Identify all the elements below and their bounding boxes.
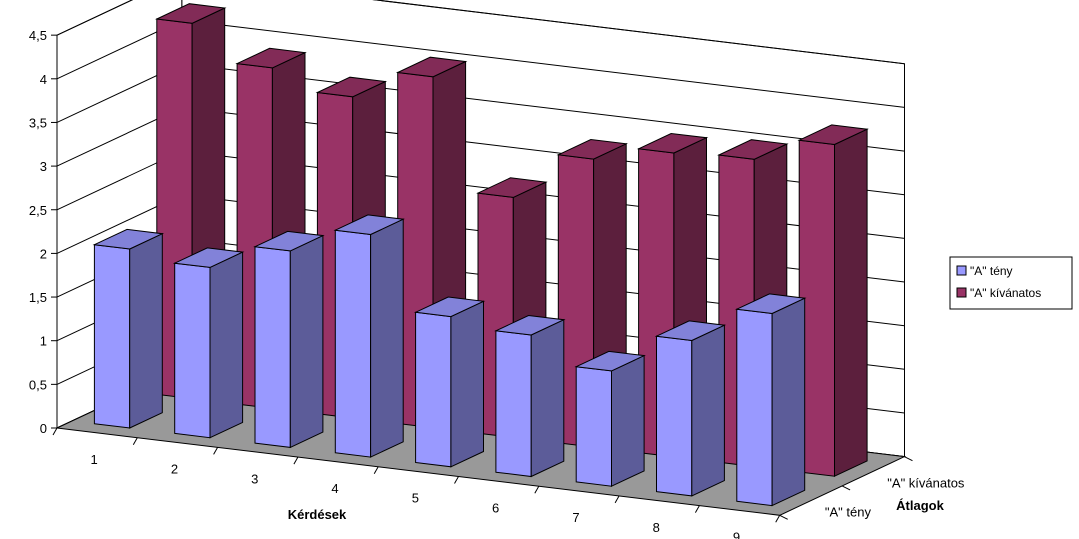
x-tick-label: 9 bbox=[733, 529, 740, 539]
bar-top-face bbox=[797, 124, 869, 146]
x-tick-label: 8 bbox=[653, 520, 660, 535]
x-tick-mark bbox=[293, 456, 299, 465]
bar-top-face bbox=[735, 293, 807, 315]
bar-side-face bbox=[209, 251, 244, 439]
bar-tény-6 bbox=[494, 314, 566, 478]
bar-side-face bbox=[771, 297, 806, 507]
bar-tény-3 bbox=[253, 230, 325, 449]
depth-tick-mark bbox=[904, 456, 913, 462]
bar-side-face bbox=[289, 234, 324, 449]
y-tick-label: 4 bbox=[40, 72, 47, 87]
depth-tick-mark bbox=[841, 485, 851, 491]
x-tick-mark bbox=[614, 495, 620, 504]
bar-front-face bbox=[93, 244, 131, 429]
y-tick-label: 0,5 bbox=[29, 377, 47, 392]
bar-front-face bbox=[334, 229, 372, 458]
x-tick-mark bbox=[454, 476, 459, 484]
bar-side-face bbox=[611, 354, 645, 487]
bar-top-face bbox=[494, 314, 566, 336]
x-axis-ticks: 1 2 3 4 5 6 7 8 9 bbox=[52, 427, 781, 539]
depth-tick-mark bbox=[779, 514, 788, 520]
y-axis-ticks: 0 0,5 1 1,5 2 2,5 3 3,5 4 4,5 bbox=[29, 28, 57, 436]
bar-front-face bbox=[575, 366, 612, 487]
bar-tény-9 bbox=[735, 293, 807, 507]
legend-label-tény: "A" tény bbox=[970, 264, 1013, 278]
x-tick-label: 7 bbox=[572, 510, 579, 525]
x-tick-mark bbox=[694, 505, 700, 513]
bar-front-face bbox=[254, 246, 291, 448]
bar-front-face bbox=[415, 311, 452, 468]
x-tick-label: 1 bbox=[91, 452, 98, 467]
bar-front-face bbox=[495, 330, 532, 478]
bar-side-face bbox=[370, 218, 404, 458]
bar-top-face bbox=[413, 296, 486, 318]
bar-top-face bbox=[315, 76, 388, 98]
bar-tény-4 bbox=[333, 214, 405, 458]
bar-top-face bbox=[636, 132, 709, 154]
bar-front-face bbox=[174, 262, 211, 439]
x-tick-label: 6 bbox=[492, 500, 499, 515]
x-tick-label: 2 bbox=[171, 462, 178, 477]
x-axis-title: Kérdések bbox=[288, 507, 347, 522]
y-tick-label: 2,5 bbox=[29, 203, 47, 218]
x-tick-label: 3 bbox=[251, 471, 258, 486]
bar-tény-8 bbox=[654, 320, 727, 497]
bar-front-face bbox=[656, 335, 693, 497]
legend: "A" tény "A" kívánatos bbox=[949, 256, 1073, 310]
bar-top-face bbox=[92, 228, 165, 250]
bar-front-face bbox=[736, 308, 773, 507]
bar-side-face bbox=[129, 232, 163, 429]
bar-kívánatos-9 bbox=[797, 124, 869, 477]
bar-top-face bbox=[717, 139, 789, 160]
bar-side-face bbox=[691, 324, 725, 497]
x-tick-mark bbox=[775, 515, 781, 523]
y-tick-label: 3,5 bbox=[29, 115, 47, 130]
bar-tény-7 bbox=[574, 350, 646, 487]
x-tick-mark bbox=[213, 447, 219, 455]
y-tick-label: 1 bbox=[40, 334, 47, 349]
y-tick-label: 4,5 bbox=[29, 28, 47, 43]
x-tick-mark bbox=[52, 427, 58, 436]
gridline bbox=[56, 0, 905, 65]
y-tick-label: 1,5 bbox=[29, 290, 47, 305]
bar-top-face bbox=[395, 56, 468, 78]
bar-tény-2 bbox=[172, 247, 245, 439]
x-tick-mark bbox=[534, 485, 540, 494]
legend-box bbox=[949, 256, 1073, 310]
x-tick-label: 5 bbox=[412, 491, 419, 506]
y-tick-label: 2 bbox=[40, 246, 47, 261]
depth-tick-label: "A" kívánatos bbox=[887, 475, 965, 490]
bar-top-face bbox=[235, 47, 307, 69]
bar-top-face bbox=[333, 214, 405, 236]
bar-top-face bbox=[476, 177, 548, 198]
y-tick-label: 0 bbox=[40, 421, 47, 436]
depth-axis-title: Átlagok bbox=[896, 498, 944, 513]
legend-swatch-tény bbox=[956, 265, 967, 276]
bar-top-face bbox=[172, 247, 245, 268]
depth-tick-label: "A" tény bbox=[825, 505, 872, 520]
bar-top-face bbox=[556, 138, 628, 160]
bars bbox=[92, 3, 869, 507]
bar-tény-5 bbox=[413, 296, 486, 468]
x-tick-mark bbox=[373, 466, 379, 475]
depth-axis-ticks: "A" kívánatos "A" tény bbox=[779, 456, 965, 520]
bar-top-face bbox=[253, 230, 325, 252]
x-tick-label: 4 bbox=[331, 481, 338, 496]
y-tick-label: 3 bbox=[40, 159, 47, 174]
bar-top-face bbox=[654, 320, 727, 342]
bar-top-face bbox=[155, 3, 227, 24]
legend-swatch-kívánatos bbox=[956, 287, 967, 298]
bar-tény-1 bbox=[92, 228, 165, 429]
bar-top-face bbox=[574, 350, 646, 372]
bar-side-face bbox=[450, 300, 484, 468]
x-tick-mark bbox=[132, 437, 138, 445]
legend-label-kívánatos: "A" kívánatos bbox=[970, 286, 1041, 300]
bar-side-face bbox=[530, 318, 565, 478]
bar-side-face bbox=[834, 128, 868, 477]
